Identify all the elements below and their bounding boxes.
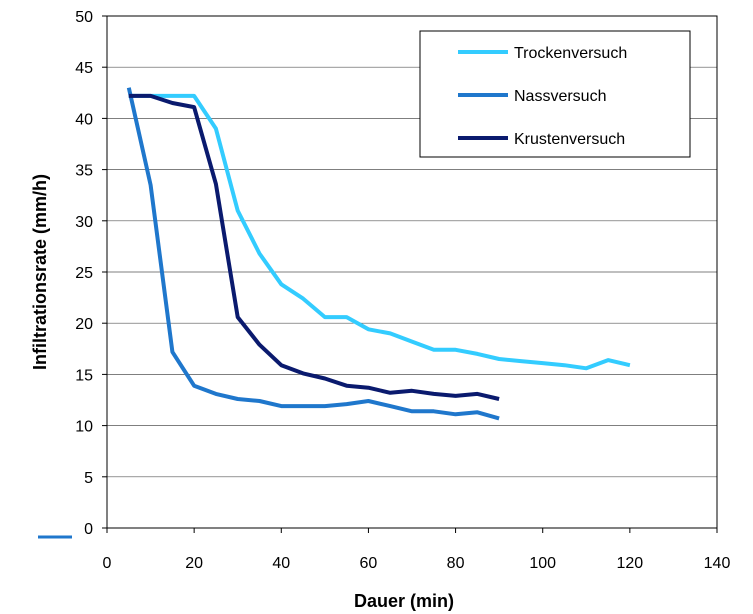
y-tick-label: 40 xyxy=(75,111,93,128)
y-tick-label: 0 xyxy=(84,521,93,538)
x-axis-title: Dauer (min) xyxy=(354,591,454,611)
x-tick-label: 60 xyxy=(360,555,378,572)
y-axis-ticks: 0 5 10 15 20 25 30 35 40 45 50 xyxy=(75,9,107,538)
legend-label: Krustenversuch xyxy=(514,131,625,148)
y-tick-label: 25 xyxy=(75,265,93,282)
x-tick-label: 100 xyxy=(529,555,556,572)
horizontal-gridlines xyxy=(107,66,717,478)
y-tick-label: 5 xyxy=(84,470,93,487)
x-axis-ticks: 0 20 40 60 80 100 120 140 xyxy=(103,528,731,572)
series-lines xyxy=(126,87,631,421)
legend-label: Nassversuch xyxy=(514,88,606,105)
y-tick-label: 30 xyxy=(75,214,93,231)
x-tick-label: 120 xyxy=(617,555,644,572)
series-line-nassversuch xyxy=(126,87,500,421)
x-tick-label: 80 xyxy=(447,555,465,572)
legend-label: Trockenversuch xyxy=(514,45,627,62)
x-tick-label: 40 xyxy=(272,555,290,572)
series-line-trockenversuch xyxy=(128,93,631,371)
y-tick-label: 35 xyxy=(75,163,93,180)
y-tick-label: 45 xyxy=(75,60,93,77)
x-tick-label: 20 xyxy=(185,555,203,572)
series-line-krustenversuch xyxy=(128,93,500,401)
y-axis-title: Infiltrationsrate (mm/h) xyxy=(30,174,50,370)
x-tick-label: 140 xyxy=(704,555,731,572)
y-tick-label: 15 xyxy=(75,367,93,384)
y-tick-label: 20 xyxy=(75,316,93,333)
legend: Trockenversuch Nassversuch Krustenversuch xyxy=(419,30,691,158)
y-tick-label: 50 xyxy=(75,9,93,26)
x-tick-label: 0 xyxy=(103,555,112,572)
y-tick-label: 10 xyxy=(75,419,93,436)
